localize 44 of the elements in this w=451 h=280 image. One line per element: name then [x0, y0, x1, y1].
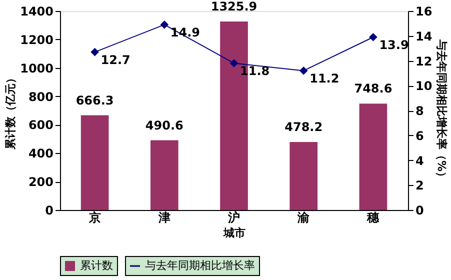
point [300, 66, 308, 74]
y-tick-label: 600 [28, 118, 54, 132]
y-tick-label: 800 [28, 90, 54, 104]
y2-tick-label: 6 [416, 128, 424, 143]
x-tick-label: 津 [157, 210, 170, 224]
legend-label: 累计数 [80, 259, 113, 272]
point [369, 33, 377, 41]
y-tick-label: 200 [28, 175, 54, 190]
legend-label: 与去年同期相比增长率 [145, 259, 255, 272]
data-label: 748.6 [354, 82, 392, 96]
bar [80, 115, 109, 210]
data-label: 666.3 [76, 93, 114, 108]
bar [359, 104, 388, 210]
y2-tick-label: 12 [416, 54, 432, 68]
y2-tick-label: 2 [416, 178, 424, 193]
x-tick-label: 渝 [296, 210, 311, 224]
y2-tick-label: 10 [416, 79, 432, 94]
y2-axis-title: 与去年同期相比增长率（%） [435, 38, 448, 183]
y-tick-label: 400 [28, 146, 54, 161]
y-tick-label: 1000 [20, 61, 54, 76]
data-label: 12.7 [100, 53, 130, 68]
data-label: 490.6 [145, 118, 184, 132]
y-tick-label: 1200 [20, 32, 54, 47]
data-label: 478.2 [284, 120, 323, 134]
x-axis-title: 城市 [222, 226, 246, 240]
y2-tick-label: 4 [416, 154, 424, 168]
point [160, 20, 168, 28]
data-label: 13.9 [379, 38, 409, 52]
y-tick-label: 0 [45, 204, 54, 218]
point [230, 60, 238, 67]
bar [290, 142, 318, 210]
y2-tick-label: 8 [416, 104, 424, 118]
x-tick-label: 京 [88, 210, 101, 224]
y2-tick-label: 0 [416, 204, 424, 218]
y2-tick-label: 16 [416, 4, 432, 18]
y2-tick-label: 14 [416, 29, 432, 44]
point [91, 48, 99, 56]
x-tick-label: 沪 [227, 210, 240, 224]
y-axis-title: 累计数（亿元） [4, 72, 18, 150]
data-label: 11.2 [310, 72, 340, 86]
y-tick-label: 1400 [20, 4, 54, 18]
x-tick-label: 穗 [366, 210, 380, 224]
bar [150, 140, 178, 210]
data-label: 1325.9 [210, 0, 258, 14]
